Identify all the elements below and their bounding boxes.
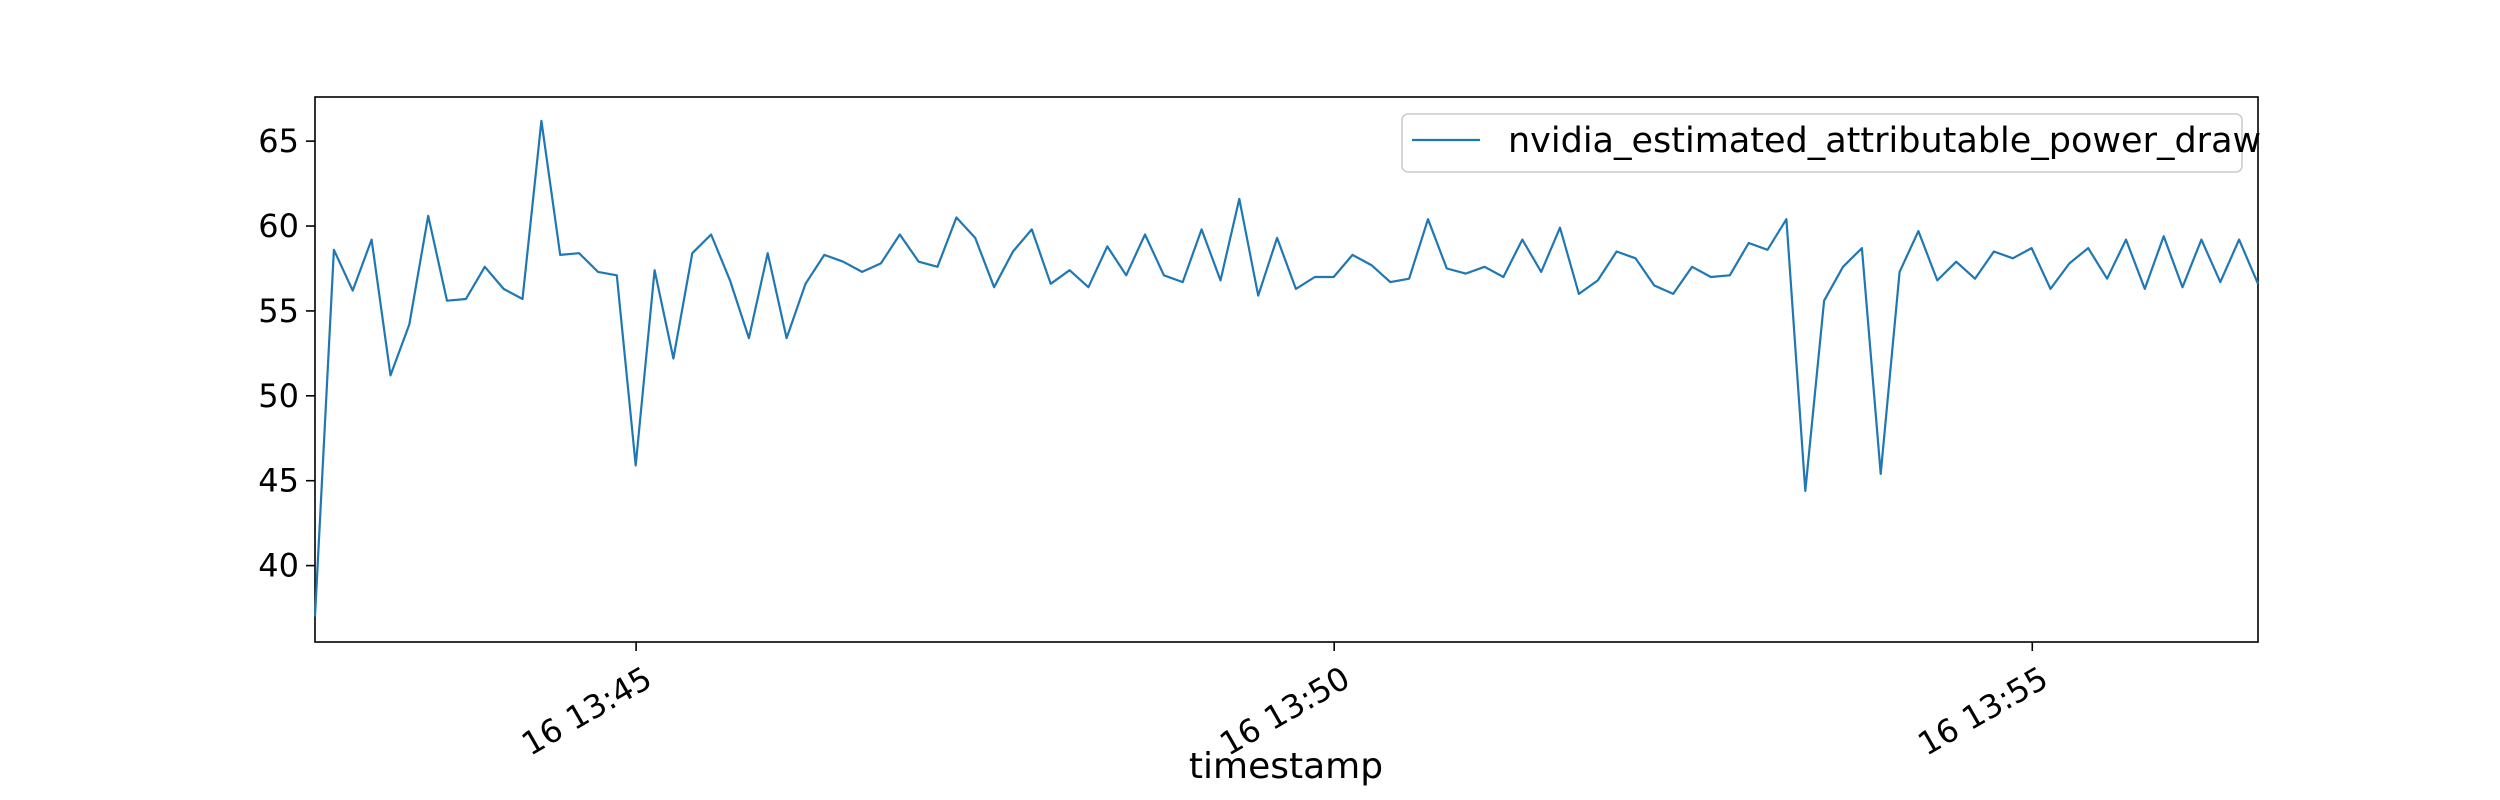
y-tick-label: 40 (258, 547, 299, 585)
legend-label: nvidia_estimated_attributable_power_draw (1508, 121, 2261, 161)
legend-box (1401, 113, 2243, 173)
series-line-0 (313, 119, 2260, 617)
legend: nvidia_estimated_attributable_power_draw (1401, 113, 2261, 173)
plot-frame (314, 96, 2259, 643)
y-tick-label: 65 (258, 122, 299, 160)
y-tick-label: 60 (258, 207, 299, 245)
series-layer (313, 119, 2260, 617)
y-tick-label: 45 (258, 462, 299, 500)
y-tick-label: 55 (258, 292, 299, 330)
y-axis: 40 45 50 55 60 65 (258, 122, 315, 585)
x-axis-label: timestamp (1189, 746, 1383, 787)
x-tick-label: 16 13:55 (1911, 659, 2054, 763)
y-tick-label: 50 (258, 377, 299, 415)
x-tick-label: 16 13:45 (515, 659, 658, 763)
